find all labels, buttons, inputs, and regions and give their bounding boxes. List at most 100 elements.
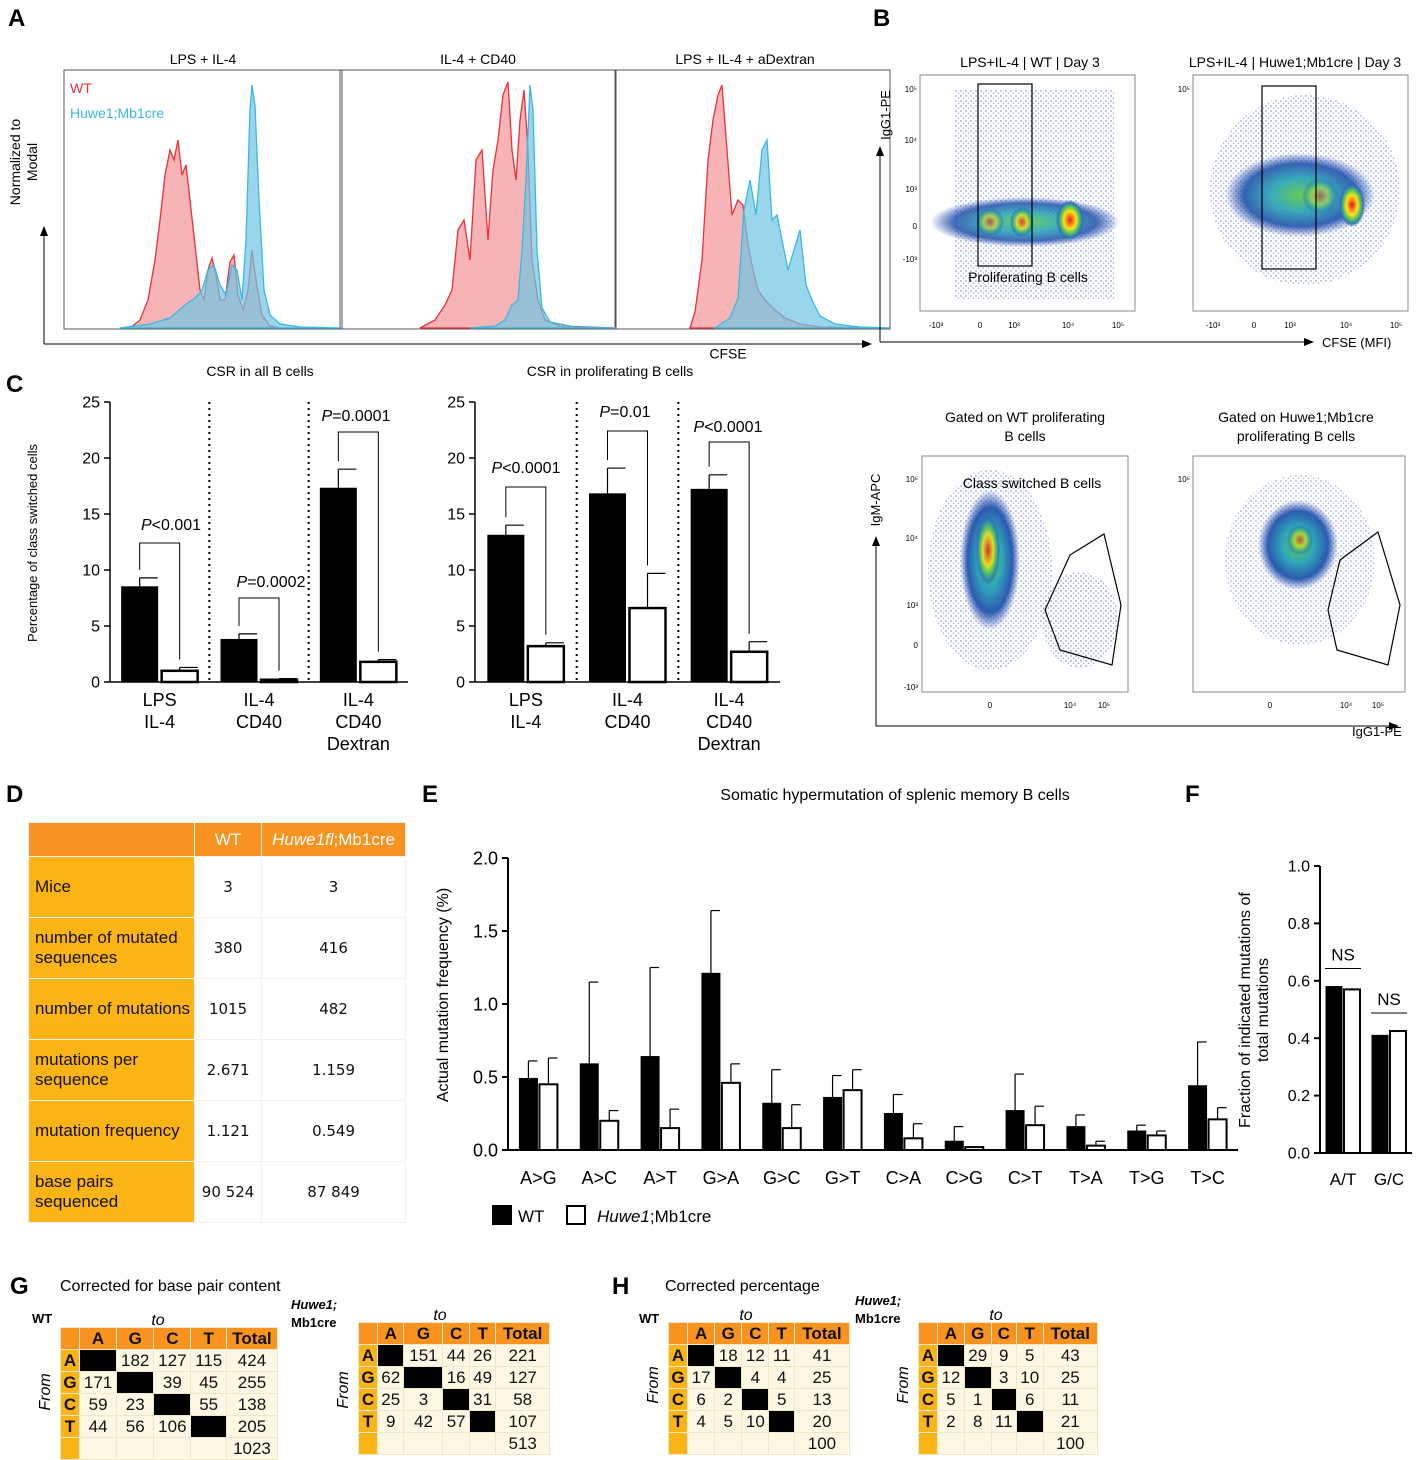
matrix-header-row: A G C T Total <box>668 1322 851 1345</box>
b1-xtick-1e5: 10⁵ <box>1112 321 1124 330</box>
panel-a: LPS + IL-4 IL-4 + CD40 LPS + IL-4 + aDex… <box>7 51 891 362</box>
matrix-corner <box>358 1322 378 1345</box>
y-tick-label: 0 <box>91 675 100 692</box>
matrix-h-huwe: A G C T Total A 29 9 5 43 G 12 3 10 25 C 5 1 6 11 T 2 8 11 21 100 <box>918 1322 1099 1455</box>
panel-b-title-2: LPS+IL-4 | Huwe1;Mb1cre | Day 3 <box>1189 54 1402 70</box>
histogram-huwe-lps-il4-dextran <box>712 137 891 329</box>
matrix-diagonal-cell <box>403 1366 444 1389</box>
category-label: A>C <box>581 1168 617 1188</box>
matrix-cell: 2 <box>937 1410 965 1433</box>
matrix-cell: 39 <box>153 1371 192 1394</box>
category-label: G>A <box>703 1168 740 1188</box>
bar-huwe <box>720 1081 741 1151</box>
matrix-diagonal-cell <box>768 1410 795 1433</box>
bar-wt <box>640 1056 660 1151</box>
b3-ytick-1e3: 10³ <box>906 601 918 610</box>
row-huwe: 416 <box>261 917 406 979</box>
matrix-cell: 2 <box>714 1388 743 1411</box>
panel-b-y-arrow <box>876 146 884 156</box>
histogram-frame-2 <box>339 69 617 330</box>
y-tick-label: 0.8 <box>1288 916 1310 933</box>
matrix-cell: 44 <box>442 1344 470 1367</box>
matrix-col-header: T <box>468 1322 497 1345</box>
matrix-cell <box>768 1432 795 1455</box>
matrix-cell: 10 <box>1015 1366 1044 1389</box>
category-label: IL-4 <box>343 690 374 710</box>
matrix-row: G 171 39 45 255 <box>60 1371 279 1394</box>
matrix-cell: 29 <box>963 1344 992 1367</box>
category-label: LPS <box>509 690 543 710</box>
panel-letter-b: B <box>873 5 890 32</box>
b1-xtick-1e4: 10⁴ <box>1062 321 1075 330</box>
b4-xtick-0: 0 <box>1268 701 1273 710</box>
legend-e-wt-swatch <box>492 1205 512 1225</box>
class-switched-gate-huwe <box>1327 531 1401 666</box>
b1-ytick-1e5: 10⁵ <box>905 85 917 94</box>
category-label: LPS <box>143 690 177 710</box>
row-huwe: 1.159 <box>261 1039 406 1101</box>
table-row: base pairs sequenced 90 524 87 849 <box>28 1161 406 1223</box>
row-wt: 1015 <box>193 978 263 1040</box>
bar-wt <box>1005 1110 1025 1151</box>
bar-huwe <box>538 1083 559 1152</box>
y-tick-label: 15 <box>447 507 465 524</box>
matrix-row: A 18 12 11 41 <box>668 1344 851 1367</box>
matrix-cell <box>741 1432 770 1455</box>
b1-xtick-1e3: 10³ <box>1008 321 1020 330</box>
p-value: P<0.0001 <box>694 419 763 436</box>
p-number: =0.0001 <box>332 408 390 425</box>
chart-c1-ylabel: Percentage of class switched cells <box>25 444 40 642</box>
p-number: <0.001 <box>152 517 201 534</box>
class-switched-gate-label: Class switched B cells <box>963 475 1102 491</box>
matrix-cell: 21 <box>1042 1410 1099 1433</box>
matrix-diagonal-cell <box>153 1393 192 1416</box>
matrix-row: C 59 23 55 138 <box>60 1393 279 1416</box>
matrix-cell: 424 <box>225 1349 279 1372</box>
matrix-diagonal-cell <box>468 1410 497 1433</box>
matrix-corner <box>60 1327 80 1350</box>
bar-wt <box>690 488 728 683</box>
b1-ytick-1e3: 10³ <box>905 185 917 194</box>
matrix-col-header: A <box>376 1322 405 1345</box>
table-header-wt: WT <box>193 822 263 857</box>
table-header-blank <box>28 822 195 857</box>
matrix-cell <box>963 1432 992 1455</box>
matrix-row: C 25 3 31 58 <box>358 1388 550 1411</box>
b4-xtick-1e5: 10⁵ <box>1372 701 1384 710</box>
scatter-peak-1a <box>1056 200 1084 240</box>
panel-letter-f: F <box>1185 781 1200 808</box>
matrix-cell <box>153 1437 192 1460</box>
lower-x-arrow <box>1389 722 1399 730</box>
histogram-huwe-il4-cd40 <box>469 84 617 329</box>
matrix-cell: 9 <box>376 1410 405 1433</box>
p-number: =0.0002 <box>247 574 305 591</box>
matrix-row: 1023 <box>60 1437 279 1460</box>
matrix-row: G 12 3 10 25 <box>918 1366 1099 1389</box>
matrix-h-wt: A G C T Total A 18 12 11 41 G 17 4 4 25 C 6 2 5 13 T 4 5 10 20 10… <box>668 1322 851 1455</box>
matrix-col-header: Total <box>793 1322 851 1345</box>
legend-wt: WT <box>70 80 92 96</box>
panel-letter-d: D <box>6 781 23 808</box>
matrix-cell: 8 <box>963 1410 992 1433</box>
bar-wt <box>823 1096 843 1151</box>
y-tick-label: 5 <box>91 619 100 636</box>
lower-title-1a: Gated on WT proliferating <box>945 409 1105 425</box>
significance-bracket <box>238 597 280 671</box>
category-label: A>G <box>520 1168 557 1188</box>
p-value: P<0.0001 <box>492 460 561 477</box>
y-tick-label: 25 <box>82 395 100 412</box>
category-label: T>A <box>1069 1168 1103 1188</box>
matrix-cell: 31 <box>468 1388 497 1411</box>
panel-a-y-arrow <box>40 226 48 236</box>
chart-c2-title: CSR in proliferating B cells <box>527 363 694 379</box>
panel-letter-c: C <box>6 371 23 398</box>
matrix-cell: 115 <box>190 1349 227 1372</box>
bar-huwe <box>160 669 199 684</box>
matrix-row-header: C <box>358 1388 378 1411</box>
matrix-col-header: C <box>741 1322 770 1345</box>
matrix-row-header <box>668 1432 688 1455</box>
bar-huwe <box>781 1127 802 1151</box>
panel-g-title: Corrected for base pair content <box>60 1278 281 1295</box>
table-row: mutation frequency 1.121 0.549 <box>28 1100 406 1162</box>
panel-h-wt-label: WT <box>639 1311 659 1326</box>
